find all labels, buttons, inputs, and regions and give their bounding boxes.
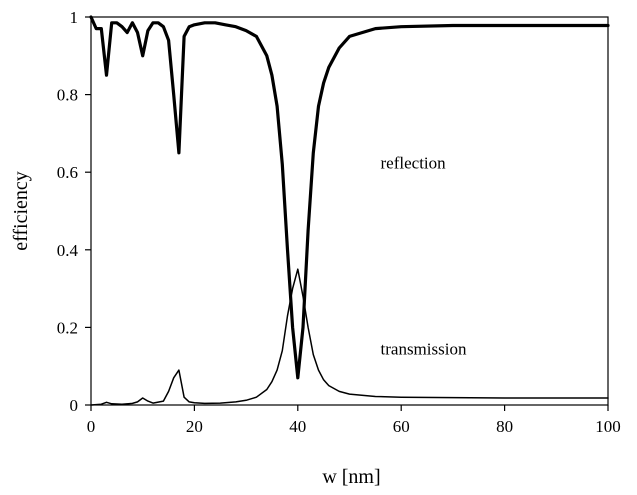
annotation-label: reflection <box>381 153 447 172</box>
y-tick-label: 1 <box>70 8 79 27</box>
x-tick-label: 100 <box>595 417 621 436</box>
y-axis-label: efficiency <box>10 171 32 251</box>
y-tick-label: 0.2 <box>57 318 78 337</box>
y-tick-label: 0.8 <box>57 86 78 105</box>
x-tick-label: 0 <box>87 417 96 436</box>
annotations: reflection transmission <box>381 153 467 358</box>
tick-labels: 0 20 40 60 80 100 0 0.2 0.4 0.6 0.8 1 <box>57 8 621 436</box>
series-layer <box>89 15 610 406</box>
y-tick-label: 0.4 <box>57 241 79 260</box>
y-tick-label: 0 <box>70 396 79 415</box>
series-line-thin <box>90 268 609 406</box>
x-tick-label: 20 <box>186 417 203 436</box>
axes <box>85 16 609 411</box>
plot-frame <box>90 16 609 406</box>
x-tick-label: 80 <box>496 417 513 436</box>
y-tick-label: 0.6 <box>57 163 78 182</box>
x-axis-label: w [nm] <box>322 466 380 488</box>
x-tick-label: 60 <box>393 417 410 436</box>
annotation-label: transmission <box>381 340 467 359</box>
x-tick-label: 40 <box>289 417 306 436</box>
series-line-thick <box>89 15 610 380</box>
